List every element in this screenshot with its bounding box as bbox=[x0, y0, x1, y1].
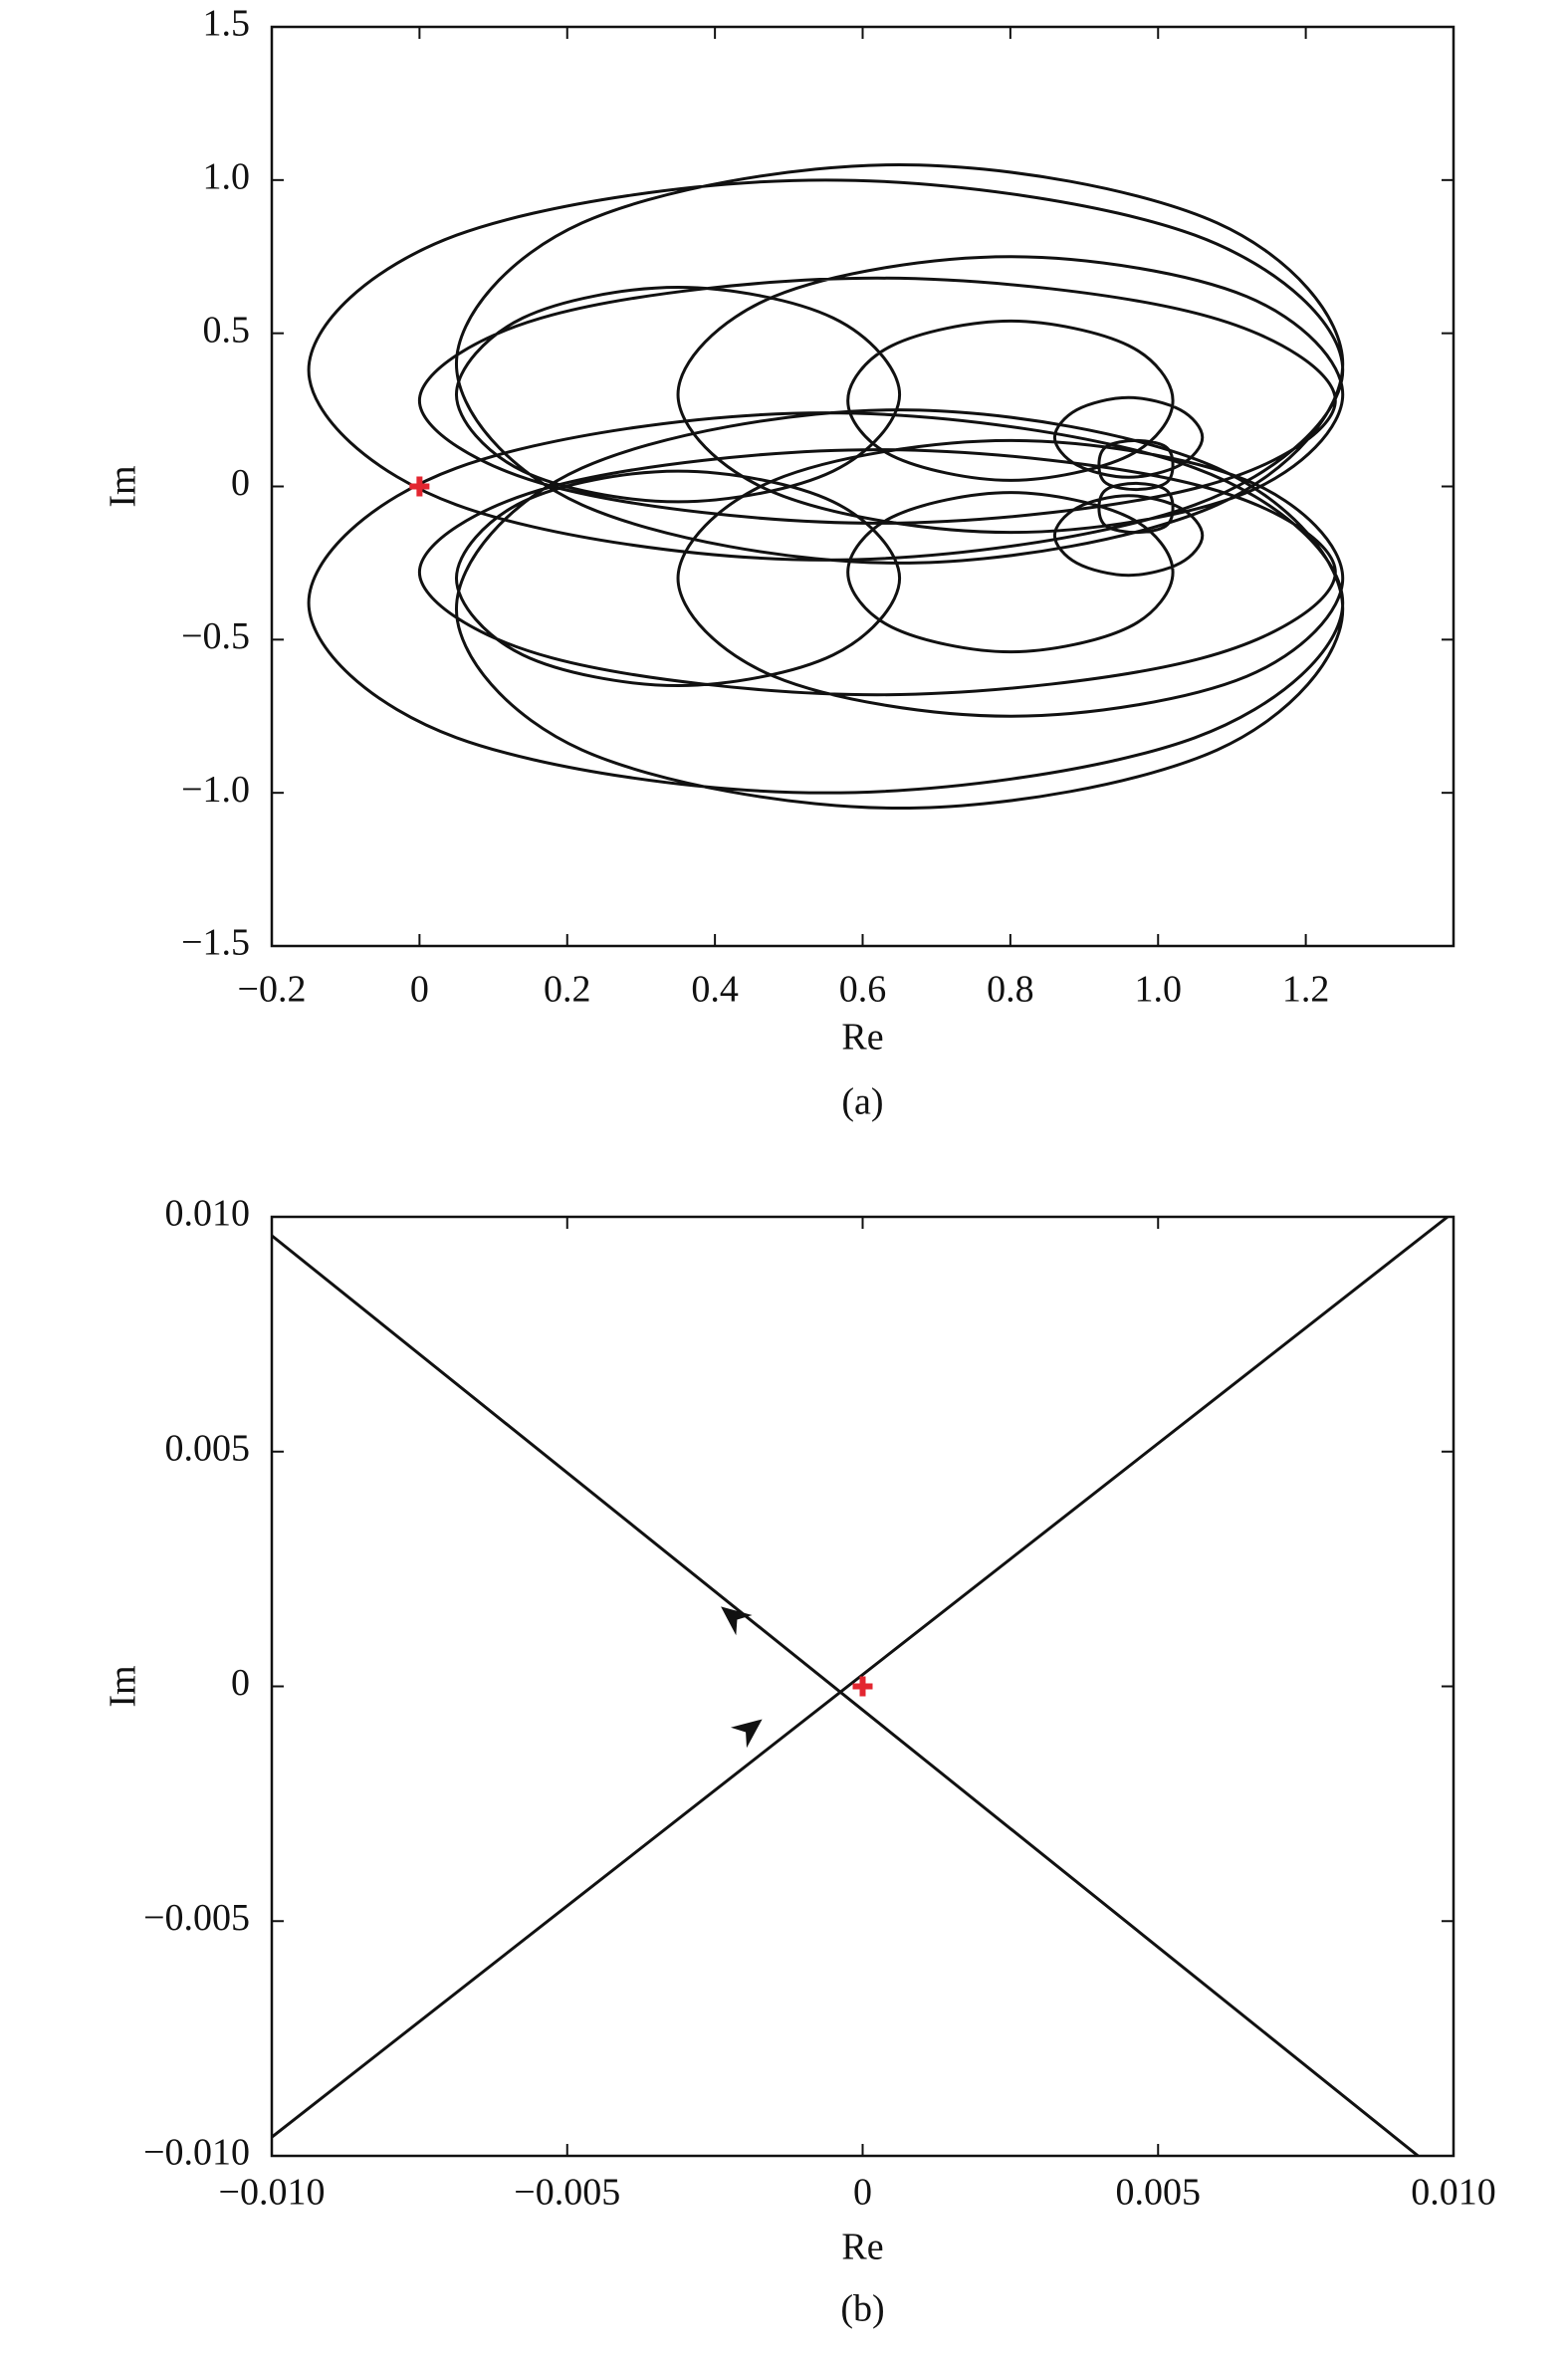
x-tick-label: −0.005 bbox=[514, 2172, 620, 2214]
curve bbox=[307, 408, 1345, 811]
x-tick-label: 0 bbox=[853, 2172, 872, 2214]
x-tick-label: 0.005 bbox=[1116, 2172, 1202, 2214]
y-tick-label: −0.005 bbox=[143, 1897, 250, 1939]
y-tick-label: −1.0 bbox=[181, 769, 250, 811]
y-tick-label: 0.010 bbox=[165, 1193, 251, 1235]
plot: −0.010 −0.005 0 0.005 0.010 −0.010 −0.005 0 0.00… bbox=[103, 1193, 1496, 2330]
plot: −0.2 0 0.2 0.4 0.6 0.8 1.0 1.2 −1.5 −1.0 −0.5 0 0.5 1… bbox=[103, 3, 1456, 1123]
x-tick-label: 0.4 bbox=[691, 969, 739, 1011]
y-tick-label: −0.010 bbox=[143, 2132, 250, 2174]
y-tick-label: 0 bbox=[231, 462, 250, 504]
y-axis-label: Im bbox=[103, 1665, 144, 1707]
caption: (a) bbox=[841, 1081, 883, 1123]
y-axis-label: Im bbox=[103, 465, 144, 507]
x-axis-label: Re bbox=[841, 1017, 883, 1059]
x-tick-label: 0.2 bbox=[544, 969, 591, 1011]
caption: (b) bbox=[840, 2288, 884, 2330]
curve bbox=[307, 162, 1345, 565]
y-tick-label: 0 bbox=[231, 1662, 250, 1704]
y-tick-label: −0.5 bbox=[181, 615, 250, 657]
direction-arrow bbox=[730, 1719, 763, 1749]
y-tick-label: −1.5 bbox=[181, 922, 250, 964]
x-tick-label: 0.010 bbox=[1411, 2172, 1496, 2214]
x-axis-label: Re bbox=[841, 2227, 883, 2268]
x-tick-label: 0 bbox=[410, 969, 429, 1011]
x-tick-label: −0.2 bbox=[238, 969, 307, 1011]
x-tick-label: 1.0 bbox=[1135, 969, 1183, 1011]
x-tick-label: 0.6 bbox=[839, 969, 887, 1011]
y-tick-label: 1.0 bbox=[203, 156, 251, 198]
plot-area bbox=[307, 162, 1345, 811]
origin-marker bbox=[852, 1676, 873, 1697]
y-tick-label: 1.5 bbox=[203, 3, 251, 45]
curve bbox=[272, 1234, 1420, 2156]
x-tick-label: 0.8 bbox=[987, 969, 1034, 1011]
x-tick-label: −0.010 bbox=[219, 2172, 326, 2214]
x-tick-label: 1.2 bbox=[1282, 969, 1330, 1011]
direction-arrow bbox=[721, 1606, 753, 1636]
y-tick-label: 0.5 bbox=[203, 309, 251, 351]
origin-marker bbox=[409, 476, 430, 497]
y-tick-label: 0.005 bbox=[165, 1427, 251, 1469]
